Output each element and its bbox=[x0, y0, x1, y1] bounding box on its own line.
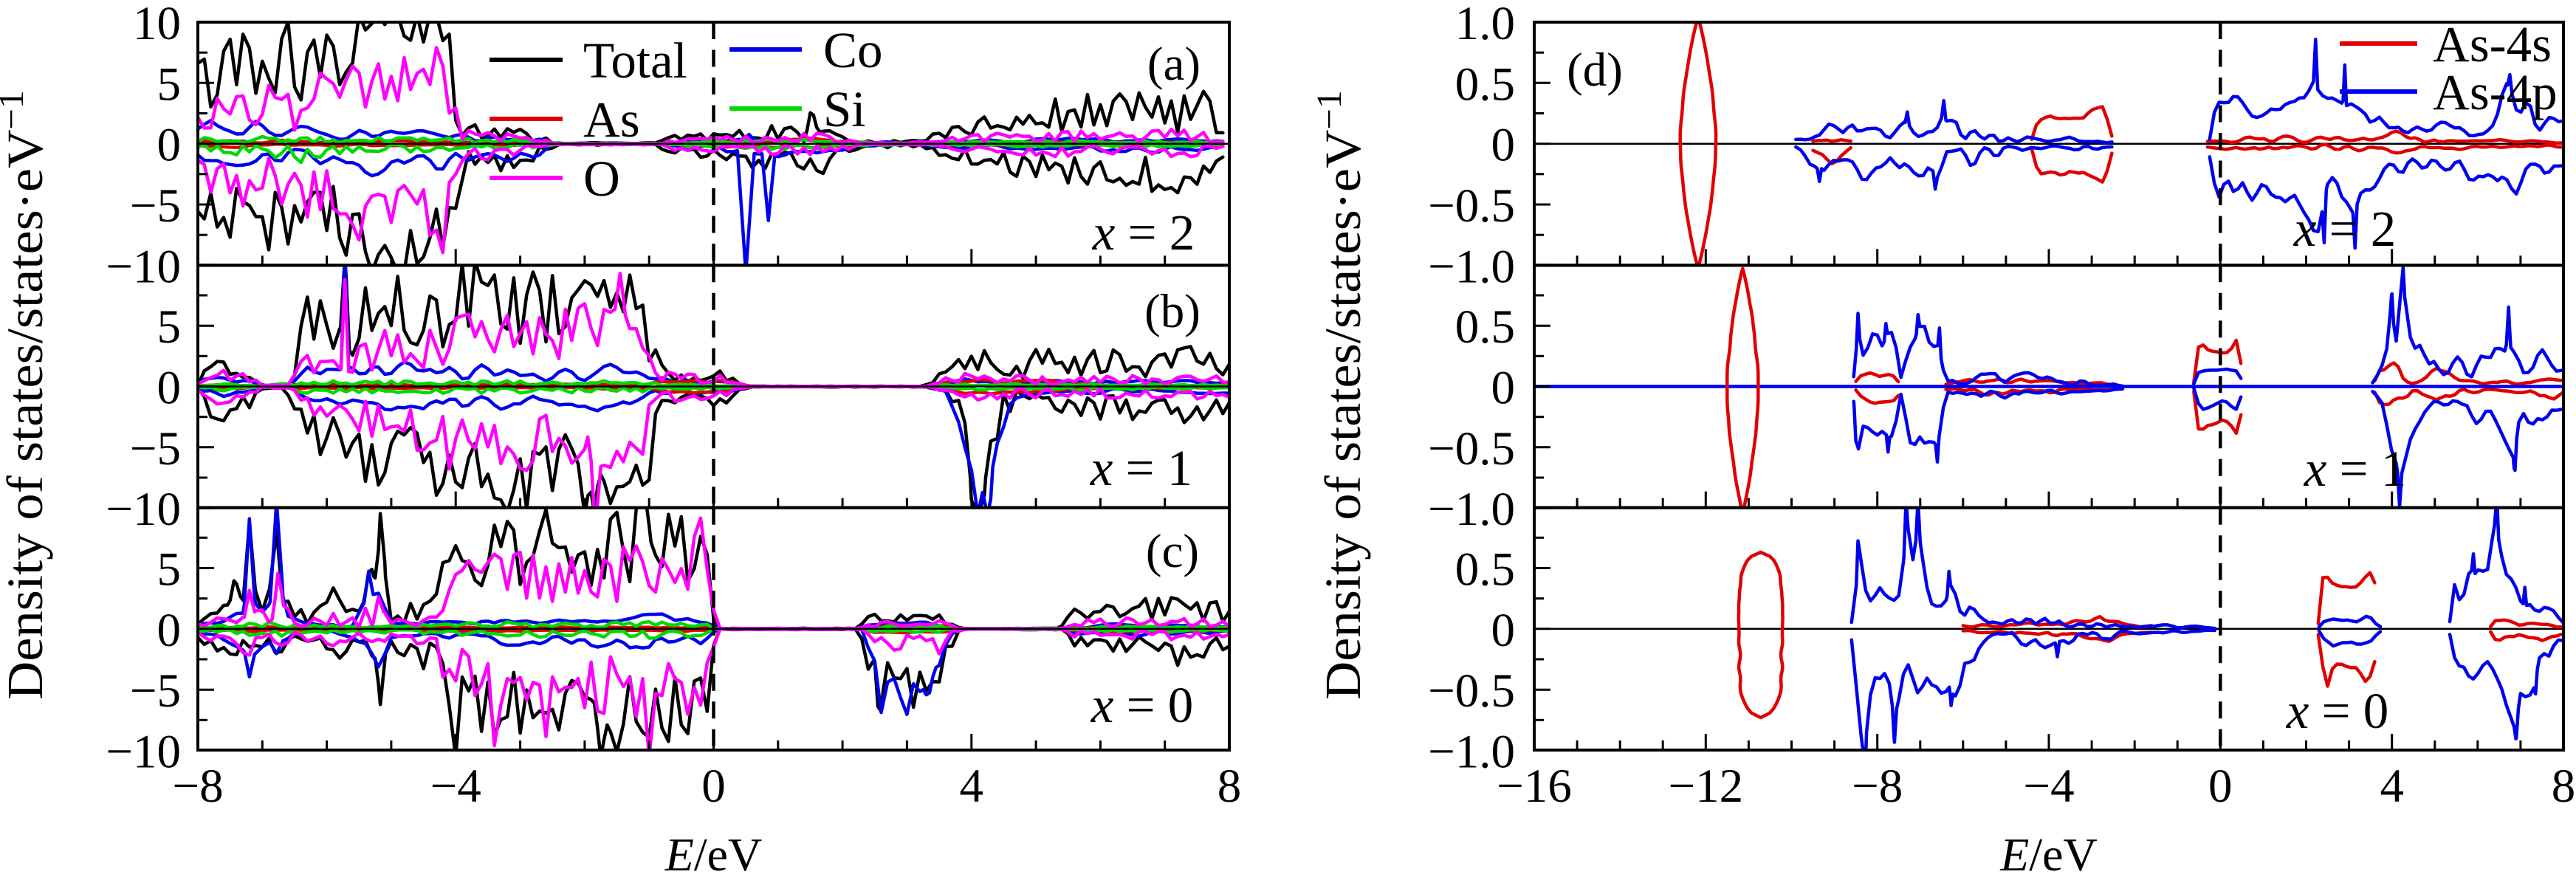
svg-text:0: 0 bbox=[1491, 604, 1516, 657]
svg-text:−12: −12 bbox=[1668, 760, 1743, 813]
svg-text:0: 0 bbox=[2208, 760, 2233, 813]
svg-text:As-4p: As-4p bbox=[2433, 64, 2558, 120]
svg-text:0: 0 bbox=[1491, 362, 1516, 415]
svg-text:(b): (b) bbox=[1144, 285, 1201, 338]
svg-text:−1.0: −1.0 bbox=[1428, 240, 1515, 293]
svg-text:−5: −5 bbox=[130, 422, 181, 475]
svg-text:As-4s: As-4s bbox=[2433, 16, 2552, 72]
svg-text:8: 8 bbox=[2552, 760, 2576, 813]
svg-text:4: 4 bbox=[2380, 760, 2404, 813]
svg-text:x = 0: x = 0 bbox=[2286, 683, 2389, 739]
svg-text:−5: −5 bbox=[130, 664, 181, 718]
svg-text:x = 2: x = 2 bbox=[2293, 201, 2397, 257]
svg-text:O: O bbox=[583, 151, 620, 207]
svg-text:0: 0 bbox=[157, 119, 182, 172]
svg-text:Total: Total bbox=[583, 32, 687, 89]
svg-text:5: 5 bbox=[157, 543, 182, 597]
svg-text:4: 4 bbox=[960, 760, 984, 813]
svg-text:−10: −10 bbox=[106, 240, 181, 293]
svg-text:x = 1: x = 1 bbox=[1090, 440, 1193, 496]
svg-text:Co: Co bbox=[823, 22, 883, 78]
svg-text:Density of states/states·eV−1: Density of states/states·eV−1 bbox=[1310, 90, 1372, 700]
svg-text:−0.5: −0.5 bbox=[1428, 179, 1515, 233]
svg-text:E/eV: E/eV bbox=[664, 828, 763, 880]
svg-text:5: 5 bbox=[157, 300, 182, 354]
svg-text:x = 0: x = 0 bbox=[1090, 677, 1194, 733]
svg-text:E/eV: E/eV bbox=[1999, 828, 2098, 880]
svg-text:0: 0 bbox=[701, 760, 726, 813]
svg-text:−1.0: −1.0 bbox=[1428, 483, 1515, 536]
svg-text:−1.0: −1.0 bbox=[1428, 726, 1515, 779]
svg-text:(a): (a) bbox=[1147, 38, 1201, 91]
svg-text:0.5: 0.5 bbox=[1455, 58, 1515, 111]
svg-text:As: As bbox=[583, 92, 640, 148]
svg-text:(c): (c) bbox=[1146, 525, 1199, 578]
svg-text:−8: −8 bbox=[172, 760, 223, 813]
svg-text:0: 0 bbox=[157, 604, 182, 657]
svg-text:0.5: 0.5 bbox=[1455, 543, 1515, 597]
svg-text:−8: −8 bbox=[1852, 760, 1903, 813]
svg-text:Si: Si bbox=[823, 81, 866, 137]
svg-text:0: 0 bbox=[157, 362, 182, 415]
svg-text:8: 8 bbox=[1217, 760, 1242, 813]
svg-text:0.5: 0.5 bbox=[1455, 300, 1515, 354]
svg-text:−0.5: −0.5 bbox=[1428, 664, 1515, 718]
svg-text:Density of states/states·eV−1: Density of states/states·eV−1 bbox=[0, 90, 53, 700]
svg-text:0: 0 bbox=[1491, 119, 1516, 172]
svg-text:−16: −16 bbox=[1497, 760, 1572, 813]
svg-text:−10: −10 bbox=[106, 726, 181, 779]
svg-text:x = 1: x = 1 bbox=[2304, 441, 2407, 497]
svg-text:5: 5 bbox=[157, 58, 182, 111]
svg-text:(d): (d) bbox=[1567, 44, 1623, 97]
svg-text:10: 10 bbox=[133, 0, 181, 50]
svg-text:1.0: 1.0 bbox=[1455, 0, 1515, 50]
svg-text:−0.5: −0.5 bbox=[1428, 422, 1515, 475]
svg-text:−5: −5 bbox=[130, 179, 181, 233]
svg-text:−4: −4 bbox=[430, 760, 481, 813]
svg-text:−10: −10 bbox=[106, 483, 181, 536]
svg-text:−4: −4 bbox=[2023, 760, 2074, 813]
svg-text:x = 2: x = 2 bbox=[1092, 204, 1195, 261]
